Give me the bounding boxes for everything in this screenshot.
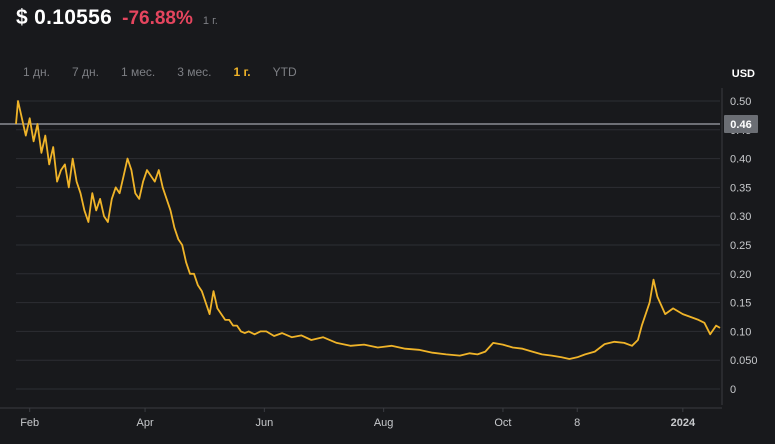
price-change-percent: -76.88% (122, 8, 193, 29)
x-tick-label: Jun (255, 417, 273, 429)
y-tick-label: 0.10 (730, 326, 751, 338)
y-tick-label: 0.20 (730, 269, 751, 281)
price-series-line (15, 100, 721, 360)
x-tick-label: Apr (137, 417, 154, 429)
y-tick-label: 0 (730, 384, 736, 396)
y-axis-unit-label: USD (731, 68, 755, 80)
tab-3-months[interactable]: 3 мес. (177, 65, 212, 79)
period-label: 1 г. (202, 15, 218, 27)
tab-1-year[interactable]: 1 г. (233, 65, 251, 79)
y-tick-label: 0.50 (730, 96, 751, 108)
y-tick-label: 0.35 (730, 182, 751, 194)
y-tick-label: 0.30 (730, 211, 751, 223)
tab-1-month[interactable]: 1 мес. (120, 65, 156, 79)
y-tick-label: 0.050 (730, 355, 758, 367)
x-tick-label: Oct (494, 417, 511, 429)
y-tick-label: 0.25 (730, 240, 751, 252)
y-tick-label: 0.40 (730, 154, 751, 166)
tab-ytd[interactable]: YTD (272, 65, 297, 79)
tab-1-day[interactable]: 1 дн. (23, 65, 50, 79)
reference-price-label: 0.46 (730, 119, 751, 131)
x-tick-label: 8 (574, 417, 580, 429)
timeframe-tabs: 1 дн. 7 дн. 1 мес. 3 мес. 1 г. YTD (12, 62, 308, 82)
price-header: $ 0.10556 -76.88% 1 г. (16, 6, 218, 34)
y-tick-label: 0.15 (730, 298, 751, 310)
tab-7-days[interactable]: 7 дн. (71, 65, 99, 79)
reference-price-badge (724, 115, 758, 134)
x-tick-label: Feb (20, 417, 39, 429)
current-price: $ 0.10556 (16, 6, 113, 29)
x-tick-label: 2024 (671, 417, 696, 429)
x-tick-label: Aug (374, 417, 394, 429)
